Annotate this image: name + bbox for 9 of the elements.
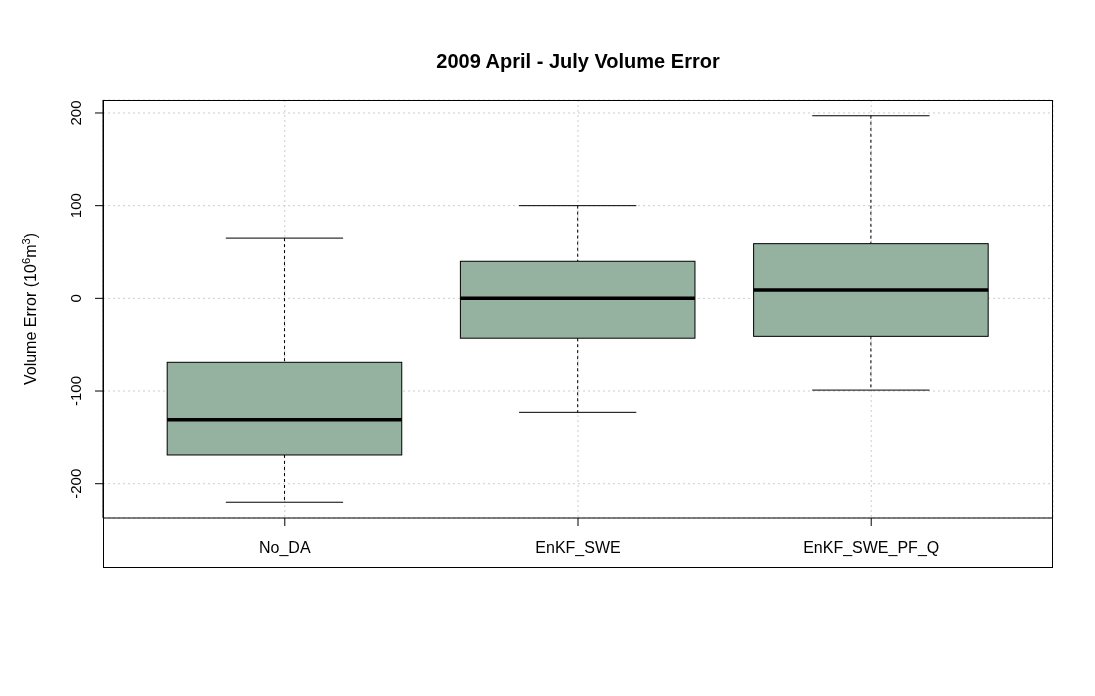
x-tick-label: No_DA: [259, 539, 311, 558]
y-tick-label: -100: [67, 376, 84, 407]
chart-title: 2009 April - July Volume Error: [435, 50, 721, 73]
x-tick-label: EnKF_SWE: [535, 539, 621, 558]
y-tick-label: -200: [67, 468, 84, 499]
y-tick-label: 200: [67, 100, 84, 126]
x-tick-label: EnKF_SWE_PF_Q: [803, 539, 940, 558]
y-tick-label: 100: [67, 193, 84, 219]
y-tick-label: 0: [67, 294, 84, 303]
